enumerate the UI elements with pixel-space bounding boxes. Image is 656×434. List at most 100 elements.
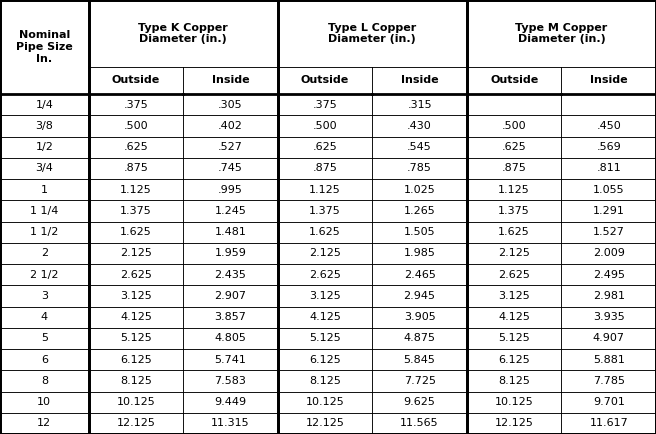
Bar	[277, 306, 373, 328]
Text: .875: .875	[123, 163, 148, 174]
Text: 4.875: 4.875	[403, 333, 436, 343]
Text: 6.125: 6.125	[499, 355, 530, 365]
Bar	[183, 221, 277, 243]
Text: 5.881: 5.881	[593, 355, 625, 365]
Bar	[89, 200, 183, 221]
Text: 1.959: 1.959	[215, 248, 247, 258]
Bar	[467, 200, 562, 221]
Bar	[89, 370, 183, 391]
Bar	[373, 306, 467, 328]
Bar	[183, 264, 277, 285]
Text: 10.125: 10.125	[117, 397, 155, 407]
Text: 1.265: 1.265	[403, 206, 436, 216]
Bar	[467, 179, 562, 200]
Text: 2.495: 2.495	[593, 270, 625, 279]
Text: .995: .995	[218, 184, 243, 194]
Text: 12: 12	[37, 418, 51, 428]
Text: .375: .375	[123, 100, 148, 110]
Bar	[373, 158, 467, 179]
Bar	[183, 67, 277, 94]
Bar	[89, 306, 183, 328]
Text: 1.055: 1.055	[593, 184, 625, 194]
Text: 8.125: 8.125	[309, 376, 341, 386]
Text: 3/8: 3/8	[35, 121, 53, 131]
Text: 1 1/4: 1 1/4	[30, 206, 58, 216]
Text: 5.845: 5.845	[403, 355, 436, 365]
Bar	[562, 94, 656, 115]
Text: 3.857: 3.857	[215, 312, 247, 322]
Bar	[373, 391, 467, 413]
Text: .450: .450	[596, 121, 621, 131]
Bar	[562, 179, 656, 200]
Bar	[0, 94, 89, 115]
Bar	[89, 158, 183, 179]
Text: .500: .500	[502, 121, 527, 131]
Bar	[183, 158, 277, 179]
Bar	[0, 264, 89, 285]
Text: 2.435: 2.435	[215, 270, 247, 279]
Bar	[183, 328, 277, 349]
Text: 1/2: 1/2	[35, 142, 53, 152]
Bar	[0, 413, 89, 434]
Text: 1.291: 1.291	[593, 206, 625, 216]
Text: Inside: Inside	[401, 76, 438, 85]
Bar	[467, 391, 562, 413]
Text: .527: .527	[218, 142, 243, 152]
Bar	[277, 221, 373, 243]
Text: 9.701: 9.701	[593, 397, 625, 407]
Text: 1.125: 1.125	[120, 184, 152, 194]
Bar	[373, 200, 467, 221]
Bar	[562, 370, 656, 391]
Bar	[277, 264, 373, 285]
Text: .785: .785	[407, 163, 432, 174]
Bar	[467, 94, 562, 115]
Text: 1 1/2: 1 1/2	[30, 227, 58, 237]
Text: 1.625: 1.625	[309, 227, 341, 237]
Bar	[373, 221, 467, 243]
Text: .545: .545	[407, 142, 432, 152]
Bar	[467, 158, 562, 179]
Bar	[373, 243, 467, 264]
Bar	[89, 67, 183, 94]
Text: 2.945: 2.945	[403, 291, 436, 301]
Text: Outside: Outside	[112, 76, 160, 85]
Text: 1.125: 1.125	[309, 184, 341, 194]
Bar	[0, 0, 89, 94]
Text: 2.125: 2.125	[120, 248, 152, 258]
Text: 8.125: 8.125	[498, 376, 530, 386]
Bar	[0, 115, 89, 137]
Bar	[562, 243, 656, 264]
Bar	[183, 94, 277, 115]
Bar	[0, 285, 89, 306]
Bar	[562, 115, 656, 137]
Text: 10: 10	[37, 397, 51, 407]
Bar	[0, 137, 89, 158]
Bar	[89, 115, 183, 137]
Bar	[373, 370, 467, 391]
Bar	[89, 243, 183, 264]
Bar	[183, 370, 277, 391]
Text: .315: .315	[407, 100, 432, 110]
Text: 5.125: 5.125	[120, 333, 152, 343]
Bar	[0, 349, 89, 370]
Bar	[467, 349, 562, 370]
Text: .500: .500	[313, 121, 337, 131]
Bar	[89, 413, 183, 434]
Text: 4.125: 4.125	[498, 312, 530, 322]
Bar	[0, 391, 89, 413]
Bar	[562, 413, 656, 434]
Bar	[277, 328, 373, 349]
Text: 1: 1	[41, 184, 48, 194]
Text: 3.125: 3.125	[309, 291, 341, 301]
Text: Inside: Inside	[590, 76, 628, 85]
Bar	[183, 285, 277, 306]
Text: 12.125: 12.125	[117, 418, 155, 428]
Text: 12.125: 12.125	[306, 418, 344, 428]
Text: .569: .569	[596, 142, 621, 152]
Bar	[89, 0, 277, 67]
Bar	[373, 94, 467, 115]
Text: 2: 2	[41, 248, 48, 258]
Bar	[467, 137, 562, 158]
Bar	[277, 67, 373, 94]
Text: 1.025: 1.025	[403, 184, 436, 194]
